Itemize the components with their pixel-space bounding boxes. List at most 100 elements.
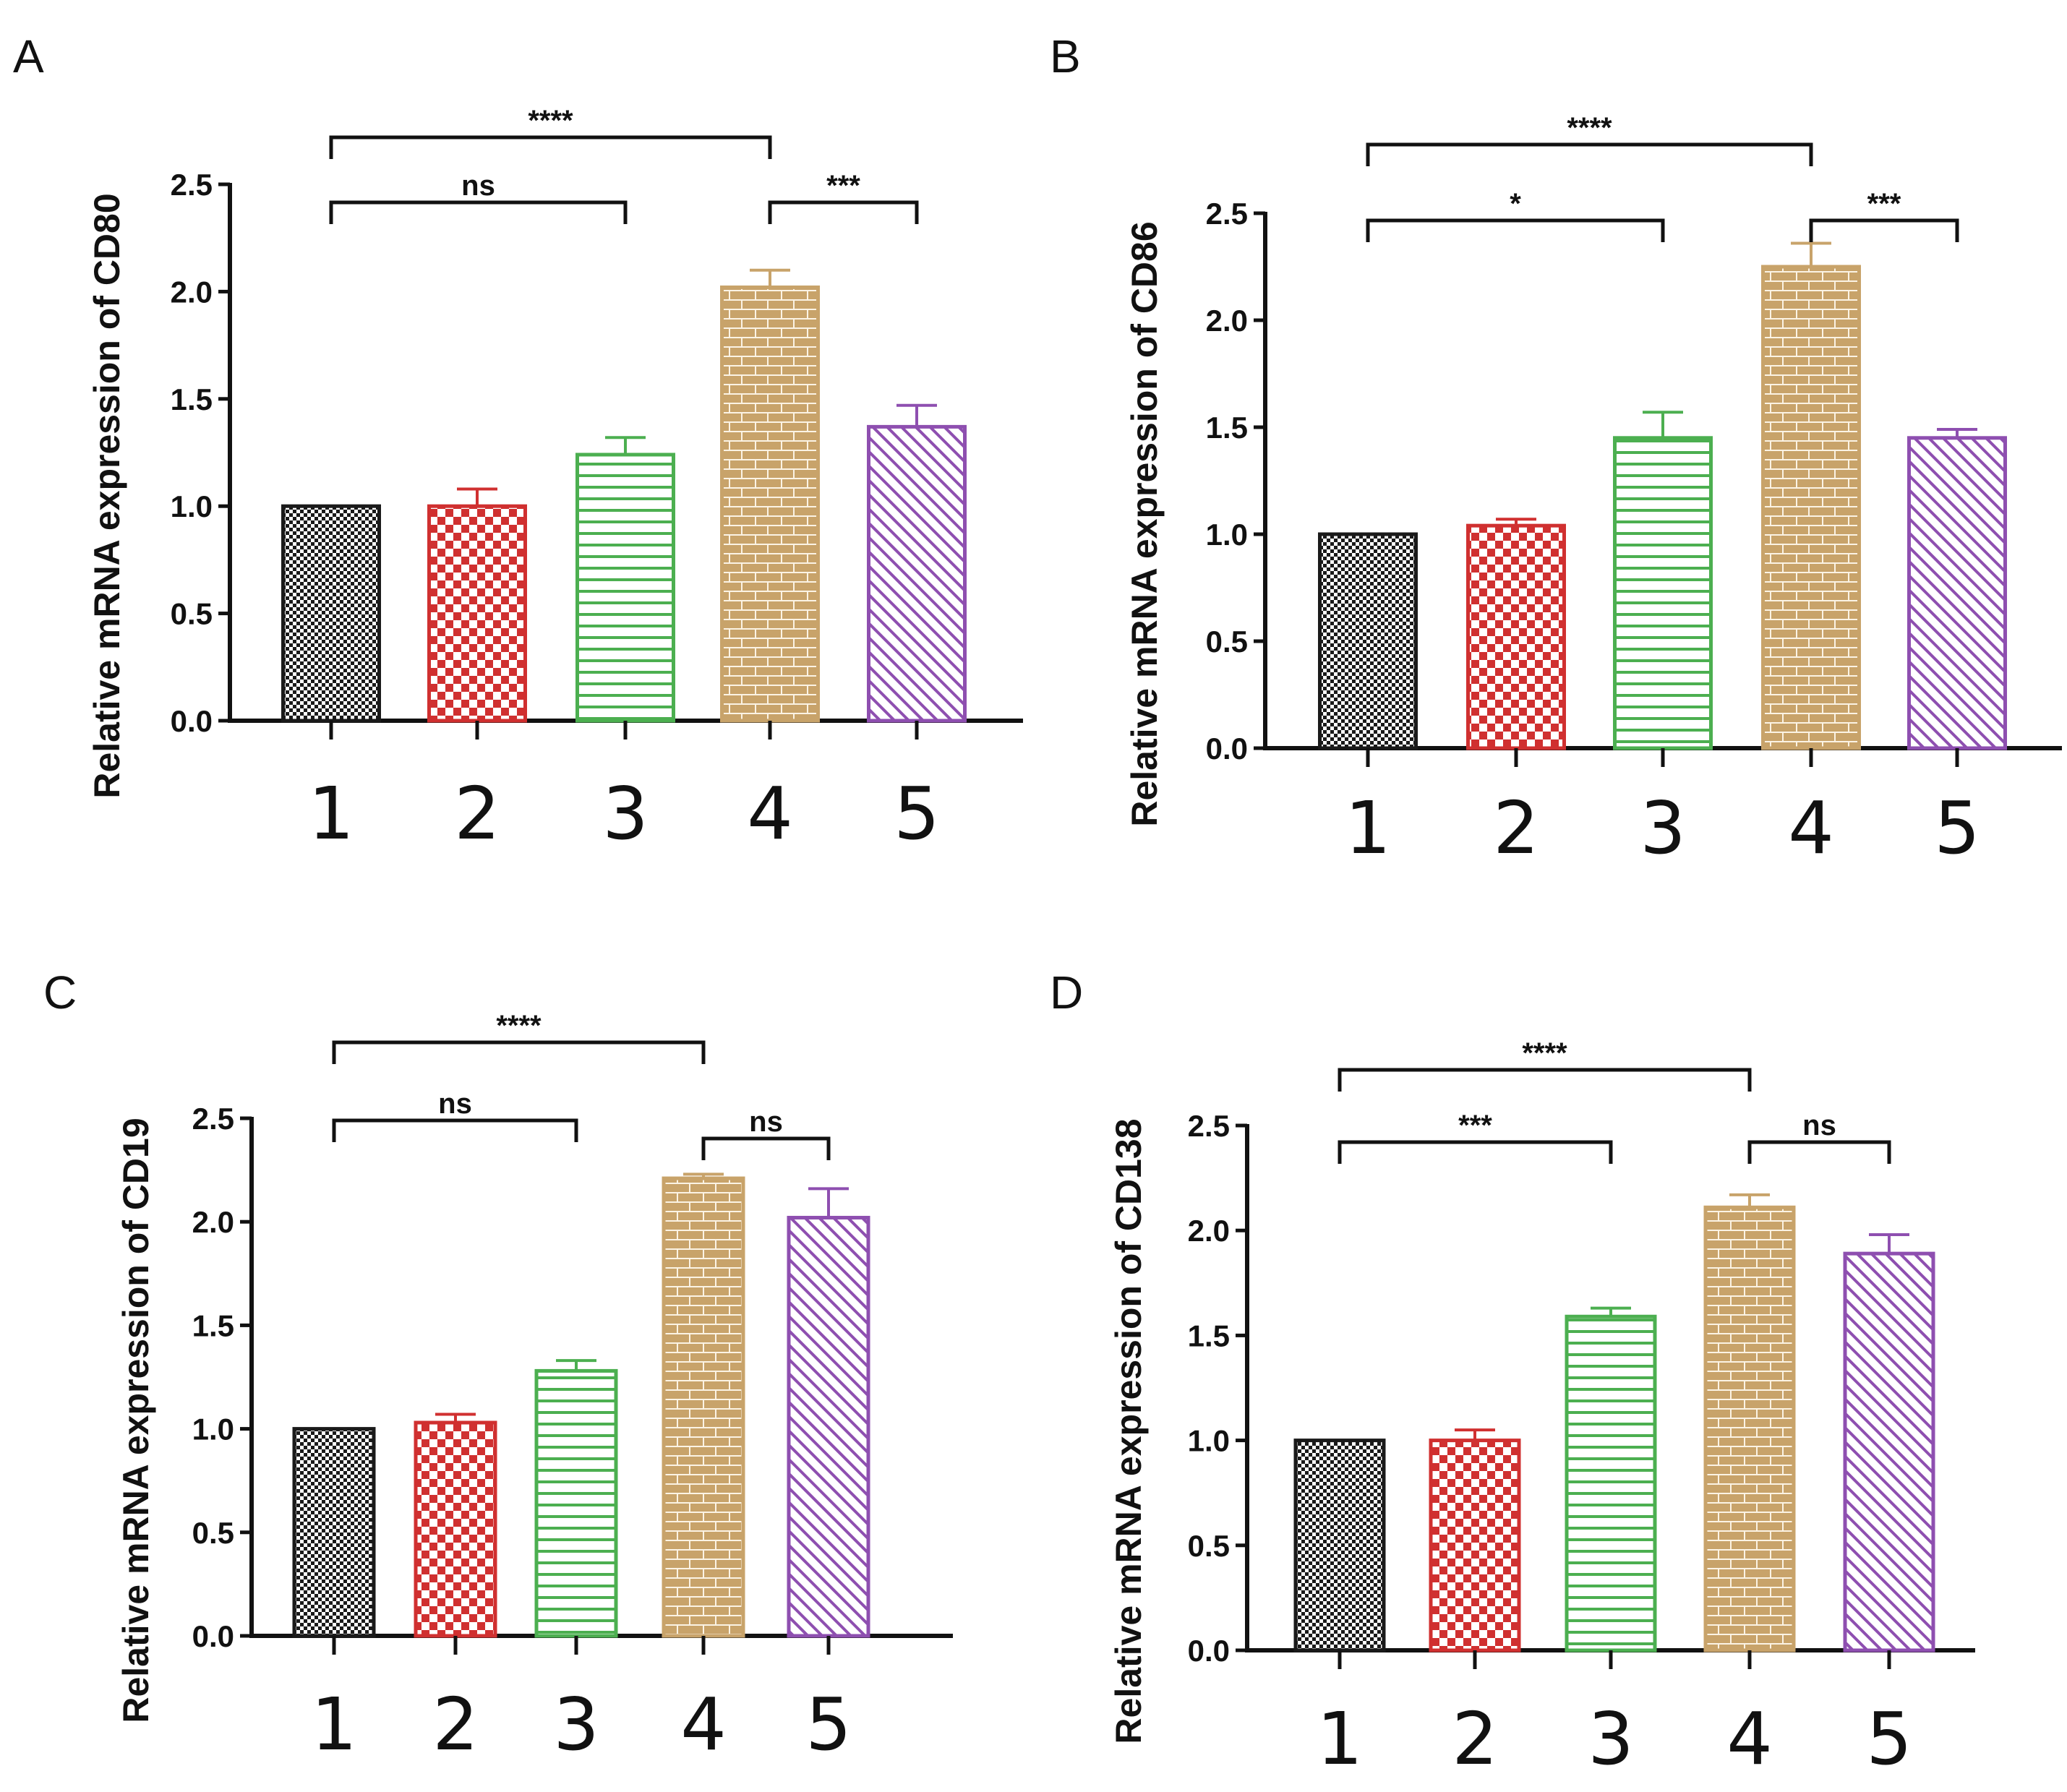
- significance-bracket: [1366, 218, 1665, 242]
- x-tick-label: 3: [1588, 1697, 1634, 1781]
- significance-label: ns: [1802, 1110, 1836, 1141]
- significance-bracket: [1747, 1140, 1891, 1164]
- panel-c: C Relative mRNA expression of CD19 0.0 0.5 1…: [43, 966, 953, 1767]
- significance-bracket: [1809, 218, 1959, 242]
- x-tick-label: 2: [454, 771, 500, 856]
- x-tick-label: 3: [553, 1682, 599, 1767]
- y-axis-label: Relative mRNA expression of CD86: [1124, 221, 1165, 826]
- panel-d: D Relative mRNA expression of CD138 0.0 0.5…: [1050, 966, 1975, 1781]
- significance-bracket: [329, 135, 772, 159]
- y-tick-label: 0.5: [1206, 625, 1248, 659]
- significance-label: ****: [1522, 1037, 1567, 1069]
- significance-label: ***: [1458, 1110, 1492, 1141]
- x-tick-label: 1: [1317, 1697, 1363, 1781]
- significance-bracket: [1338, 1140, 1613, 1164]
- x-tick-label: 4: [1726, 1697, 1773, 1781]
- x-tick-label: 1: [311, 1682, 357, 1767]
- y-tick-label: 0.5: [1188, 1529, 1230, 1563]
- significance-label: *: [1510, 188, 1521, 220]
- panels: A Relative mRNA expression of CD80 0.0 0.5 1…: [13, 30, 2062, 1781]
- significance-label: ns: [438, 1088, 472, 1120]
- y-tick-label: 1.0: [1188, 1424, 1230, 1458]
- bar-group-1: [292, 1427, 376, 1638]
- bar-group-1: [281, 504, 381, 723]
- y-tick-label: 1.5: [171, 382, 213, 416]
- bar-group-4: [1703, 1205, 1796, 1652]
- y-tick-label: 1.0: [171, 489, 213, 523]
- x-tick-label: 2: [432, 1682, 479, 1767]
- x-tick-label: 1: [1345, 786, 1391, 870]
- significance-label: ***: [1867, 188, 1901, 220]
- significance-label: ****: [1567, 112, 1612, 144]
- y-tick-label: 0.0: [171, 704, 213, 738]
- y-axis-label: Relative mRNA expression of CD80: [87, 193, 127, 798]
- y-tick-label: 2.5: [171, 168, 213, 202]
- y-tick-label: 1.0: [192, 1412, 234, 1446]
- x-tick-label: 2: [1493, 786, 1539, 870]
- bar-group-5: [867, 424, 967, 723]
- y-tick-label: 1.5: [1188, 1319, 1230, 1352]
- significance-bracket: [701, 1136, 831, 1160]
- bar-group-1: [1318, 532, 1418, 750]
- bar-group-3: [1565, 1314, 1657, 1652]
- significance-bracket: [1338, 1068, 1752, 1092]
- bar-group-2: [414, 1420, 497, 1638]
- panel-letter: B: [1050, 30, 1081, 82]
- x-tick-label: 4: [680, 1682, 727, 1767]
- y-tick-label: 1.0: [1206, 518, 1248, 552]
- x-tick-label: 4: [1788, 786, 1834, 870]
- significance-bracket: [329, 200, 628, 224]
- y-tick-label: 1.5: [192, 1308, 234, 1342]
- y-tick-label: 2.0: [1188, 1214, 1230, 1248]
- panel-letter: A: [13, 30, 44, 82]
- significance-bracket: [332, 1118, 578, 1142]
- panel-letter: D: [1050, 966, 1083, 1019]
- bar-group-4: [662, 1176, 745, 1638]
- significance-label: ****: [496, 1010, 542, 1042]
- bar-group-2: [427, 504, 527, 723]
- significance-bracket: [768, 200, 919, 224]
- x-tick-label: 3: [602, 771, 649, 856]
- x-tick-label: 5: [1934, 786, 1980, 870]
- y-tick-label: 1.5: [1206, 411, 1248, 445]
- y-axis-label: Relative mRNA expression of CD19: [116, 1118, 156, 1723]
- x-tick-label: 2: [1452, 1697, 1498, 1781]
- y-axis-label: Relative mRNA expression of CD138: [1108, 1118, 1149, 1744]
- bar-group-1: [1293, 1439, 1386, 1652]
- bar-group-4: [1761, 265, 1861, 750]
- significance-label: ns: [461, 170, 495, 202]
- significance-bracket: [1366, 142, 1813, 166]
- x-tick-label: 5: [805, 1682, 852, 1767]
- bar-group-2: [1466, 523, 1566, 750]
- y-tick-label: 0.5: [171, 597, 213, 631]
- panel-letter: C: [43, 966, 77, 1019]
- bar-group-4: [720, 285, 820, 723]
- significance-label: ***: [826, 170, 860, 202]
- y-tick-label: 2.5: [1188, 1109, 1230, 1143]
- bar-group-5: [787, 1215, 870, 1638]
- x-tick-label: 3: [1640, 786, 1686, 870]
- y-tick-label: 2.5: [1206, 197, 1248, 231]
- bar-group-5: [1907, 436, 2007, 750]
- bar-group-3: [534, 1368, 618, 1638]
- bar-group-3: [1613, 436, 1713, 750]
- panel-a: A Relative mRNA expression of CD80 0.0 0.5 1…: [13, 30, 1023, 856]
- y-tick-label: 0.0: [1188, 1634, 1230, 1668]
- bar-group-5: [1843, 1251, 1935, 1652]
- y-tick-label: 2.0: [1206, 304, 1248, 338]
- x-tick-label: 1: [308, 771, 354, 856]
- bar-group-3: [575, 453, 675, 723]
- x-tick-label: 5: [894, 771, 940, 856]
- bar-group-2: [1429, 1439, 1521, 1652]
- y-tick-label: 0.0: [1206, 732, 1248, 766]
- y-tick-label: 2.5: [192, 1102, 234, 1136]
- y-tick-label: 2.0: [171, 275, 213, 309]
- x-tick-label: 4: [747, 771, 793, 856]
- significance-label: ****: [528, 105, 573, 137]
- y-tick-label: 0.0: [192, 1619, 234, 1653]
- y-tick-label: 2.0: [192, 1205, 234, 1239]
- x-tick-label: 5: [1866, 1697, 1912, 1781]
- significance-bracket: [332, 1040, 706, 1064]
- panel-b: B Relative mRNA expression of CD86 0.0 0.5 1…: [1050, 30, 2062, 870]
